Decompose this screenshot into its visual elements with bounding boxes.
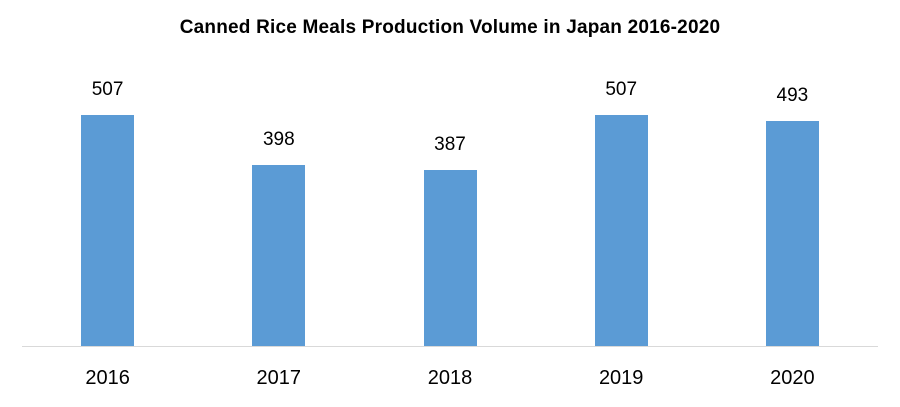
x-tick-2017: 2017 (256, 367, 302, 389)
data-label-2017: 398 (262, 128, 295, 150)
chart-title: Canned Rice Meals Production Volume in J… (179, 17, 721, 38)
bar-2020 (765, 121, 819, 346)
x-tick-2018: 2018 (427, 367, 473, 389)
data-label-2020: 493 (776, 85, 809, 107)
bar-2019 (594, 115, 648, 346)
plot-area: 507 398 387 507 493 (22, 60, 878, 346)
bar-2017 (252, 164, 306, 346)
bar-2016 (81, 115, 135, 346)
x-tick-2019: 2019 (598, 367, 644, 389)
data-label-2019: 507 (605, 79, 638, 100)
x-tick-2016: 2016 (85, 367, 130, 389)
x-tick-2020: 2020 (770, 367, 815, 389)
x-axis-line (22, 346, 878, 347)
data-label-2016: 507 (91, 79, 124, 100)
data-label-2018: 387 (434, 133, 466, 155)
bar-2018 (423, 169, 477, 346)
